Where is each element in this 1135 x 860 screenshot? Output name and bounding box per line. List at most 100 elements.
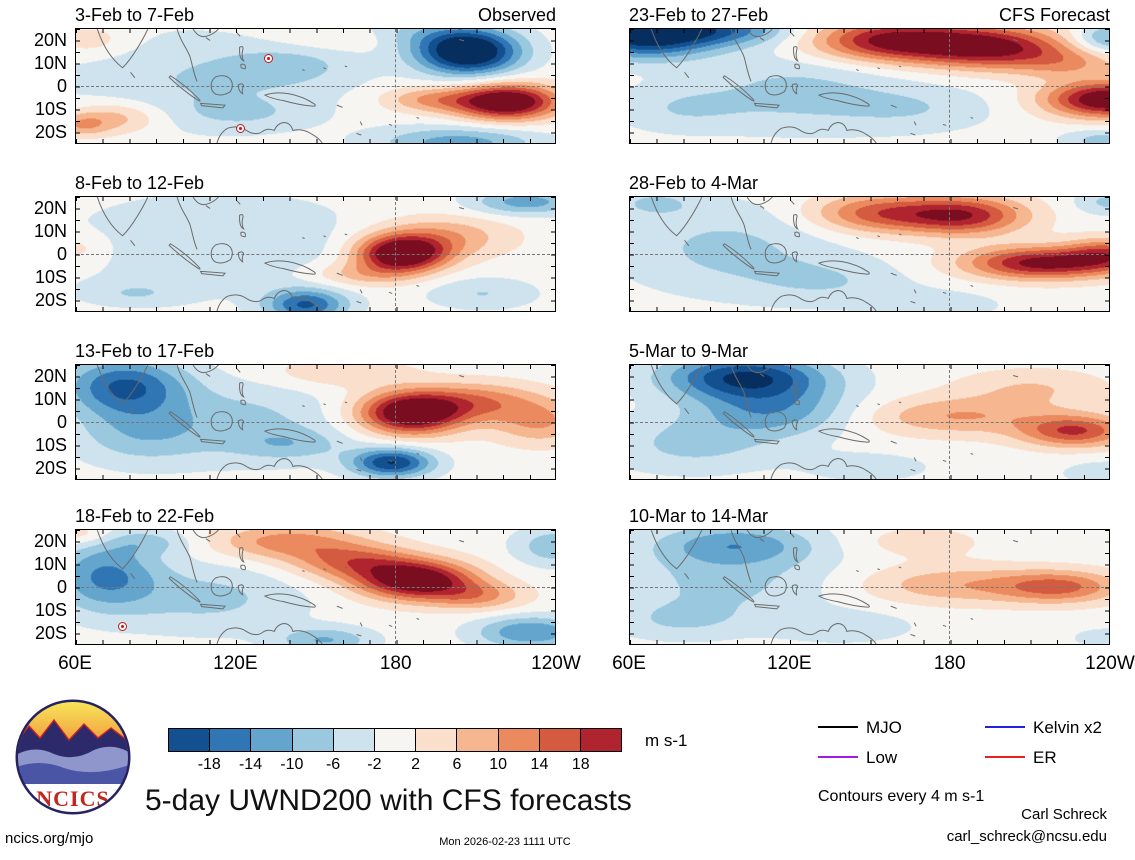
colorbar-segment — [209, 729, 251, 751]
equator-dashed-line — [630, 254, 1109, 255]
legend-line — [818, 726, 858, 728]
x-axis-label: 180 — [933, 653, 966, 674]
timestamp: Mon 2026-02-23 1111 UTC — [439, 836, 571, 848]
y-axis-label: 10S — [34, 435, 67, 456]
panel — [75, 196, 556, 312]
colorbar-segment — [579, 729, 622, 751]
figure-title: 5-day UWND200 with CFS forecasts — [145, 784, 632, 817]
coastline-overlay — [630, 197, 1109, 311]
tick-marks-right — [1105, 365, 1109, 479]
colorbar-tick-label: -14 — [238, 756, 263, 773]
tick-marks-left — [76, 197, 80, 311]
x-axis-label: 120E — [767, 653, 812, 674]
coastline-overlay — [76, 365, 555, 479]
tick-marks-top — [630, 530, 1109, 534]
y-axis-label: 0 — [56, 577, 67, 597]
colorbar-segment — [373, 729, 416, 751]
dateline-dashed-line — [949, 197, 951, 311]
y-axis-label: 10S — [34, 99, 67, 120]
equator-dashed-line — [630, 86, 1109, 87]
y-axis-label: 0 — [56, 412, 67, 432]
tick-marks-left — [630, 29, 634, 143]
y-axis-label: 20N — [33, 197, 67, 218]
panel-header: 10-Mar to 14-Mar — [629, 506, 1110, 527]
tick-marks-top — [630, 29, 1109, 33]
y-axis-label: 10S — [34, 600, 67, 621]
tick-marks-right — [1105, 29, 1109, 143]
x-axis-label: 120W — [1085, 653, 1135, 674]
legend-label: ER — [1033, 748, 1057, 767]
tick-marks-right — [1105, 197, 1109, 311]
y-axis-label: 20S — [34, 290, 67, 311]
tick-marks-right — [1105, 530, 1109, 644]
y-axis-label: 20S — [34, 122, 67, 143]
tick-marks-bottom — [630, 640, 1109, 644]
y-axis-label: 20N — [33, 29, 67, 50]
dateline-dashed-line — [395, 530, 397, 644]
storm-marker — [235, 123, 245, 133]
tick-marks-left — [630, 197, 634, 311]
x-axis-label: 120W — [531, 653, 581, 674]
panel — [629, 364, 1110, 480]
panel-header: 8-Feb to 12-Feb — [75, 173, 556, 194]
colorbar-tick-label: -6 — [325, 756, 341, 773]
coastline-overlay — [630, 530, 1109, 644]
tick-marks-top — [76, 365, 555, 369]
panel-header: 18-Feb to 22-Feb — [75, 506, 556, 527]
panel-title: 18-Feb to 22-Feb — [75, 506, 215, 526]
y-axis-label: 10N — [33, 388, 67, 409]
y-axis-label: 10S — [34, 267, 67, 288]
tick-marks-right — [551, 530, 555, 644]
tick-marks-bottom — [630, 475, 1109, 479]
colorbar-segment — [497, 729, 539, 751]
panel-title: 23-Feb to 27-Feb — [629, 5, 769, 25]
colorbar-tick-label: -10 — [280, 756, 304, 773]
legend-line — [818, 756, 858, 758]
colorbar — [168, 728, 622, 752]
tick-marks-top — [76, 29, 555, 33]
coastline-overlay — [630, 365, 1109, 479]
y-axis-label: 0 — [56, 244, 67, 264]
y-axis-label: 20N — [33, 365, 67, 386]
y-axis-label: 10N — [33, 553, 67, 574]
tick-marks-top — [630, 197, 1109, 201]
ncics-logo-graphic: NCICS — [15, 699, 131, 815]
tick-marks-bottom — [76, 139, 555, 143]
colorbar-segment — [291, 729, 333, 751]
credit-email: carl_schreck@ncsu.edu — [946, 828, 1107, 845]
y-axis-label: 20S — [34, 623, 67, 644]
panel-header: 5-Mar to 9-Mar — [629, 341, 1110, 362]
tick-marks-right — [551, 365, 555, 479]
tick-marks-top — [76, 530, 555, 534]
tick-marks-right — [551, 197, 555, 311]
panel — [75, 364, 556, 480]
legend-line — [985, 756, 1025, 758]
tick-marks-bottom — [630, 307, 1109, 311]
tick-marks-top — [76, 197, 555, 201]
ncics-logo: NCICS — [14, 698, 132, 821]
legend-label: Kelvin x2 — [1033, 718, 1102, 737]
credit-name: Carl Schreck — [1021, 806, 1107, 823]
y-axis-label: 20N — [33, 530, 67, 551]
x-axis-label: 120E — [213, 653, 258, 674]
colorbar-segment — [456, 729, 498, 751]
y-axis-label: 20S — [34, 458, 67, 479]
panel-title: 5-Mar to 9-Mar — [629, 341, 749, 361]
colorbar-tick-label: -18 — [197, 756, 221, 773]
column-corner-label: Observed — [477, 5, 556, 25]
colorbar-tick-label: 18 — [571, 756, 590, 773]
panel-header: 23-Feb to 27-Feb CFS Forecast — [629, 5, 1110, 26]
tick-marks-left — [630, 530, 634, 644]
y-axis-label: 0 — [56, 76, 67, 96]
legend-label: Low — [866, 748, 898, 767]
equator-dashed-line — [630, 587, 1109, 588]
equator-dashed-line — [630, 422, 1109, 423]
tick-marks-left — [76, 530, 80, 644]
colorbar-segment — [415, 729, 457, 751]
panel-header: 13-Feb to 17-Feb — [75, 341, 556, 362]
x-axis-label: 180 — [379, 653, 412, 674]
tick-marks-left — [76, 29, 80, 143]
tick-marks-left — [76, 365, 80, 479]
colorbar-tick-label: 14 — [530, 756, 549, 773]
